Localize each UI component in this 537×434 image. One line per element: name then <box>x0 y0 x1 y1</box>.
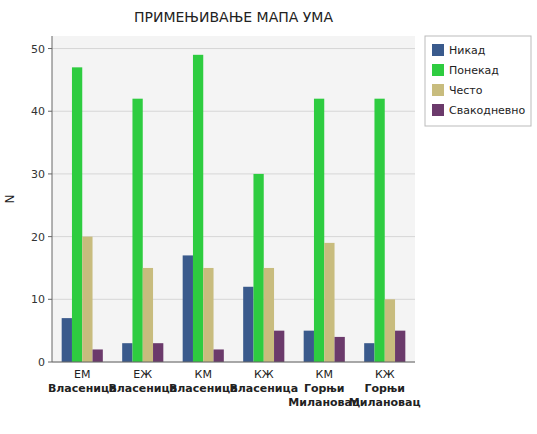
bar <box>364 343 374 362</box>
bar <box>385 299 395 362</box>
bar <box>132 99 142 362</box>
tick-label: 50 <box>31 43 45 56</box>
bar <box>153 343 163 362</box>
grid-line <box>52 362 415 363</box>
tick-label: 30 <box>31 168 45 181</box>
legend-swatch <box>432 104 444 116</box>
bar <box>314 99 324 362</box>
bar <box>264 268 274 362</box>
chart-container: ПРИМЕЊИВАЊЕ МАПА УМА01020304050NЕМВласен… <box>0 0 537 434</box>
bar <box>374 99 384 362</box>
plot-area <box>52 36 415 362</box>
category-label-line: ЕЖ <box>133 368 152 381</box>
category-label-line: ЕМ <box>74 368 90 381</box>
y-axis-line <box>52 36 53 362</box>
tick-label: 40 <box>31 105 45 118</box>
tick-mark <box>48 362 52 363</box>
bar <box>243 287 253 362</box>
tick-mark <box>48 299 52 300</box>
legend: Никад Понекад Често Свакодневно <box>425 36 531 126</box>
category-label: ЕЖВласеница <box>108 368 177 395</box>
legend-label: Понекад <box>449 64 499 77</box>
category-label-line: Горњи <box>364 382 405 395</box>
tick-mark <box>48 111 52 112</box>
grid-line <box>52 236 415 237</box>
legend-swatch <box>432 64 444 76</box>
bar <box>253 174 263 362</box>
legend-label: Свакодневно <box>449 104 526 117</box>
bar <box>122 343 132 362</box>
bar <box>274 331 284 362</box>
tick-mark <box>48 173 52 174</box>
bar <box>62 318 72 362</box>
category-label-line: Власеница <box>48 382 117 395</box>
category-label-line: КМ <box>195 368 212 381</box>
grid-line <box>52 299 415 300</box>
bar <box>395 331 405 362</box>
grid-line <box>52 173 415 174</box>
bar <box>324 243 334 362</box>
grid-line <box>52 48 415 49</box>
category-label: КМВласеница <box>169 368 238 395</box>
bar <box>72 67 82 362</box>
category-label-line: Горњи <box>304 382 345 395</box>
bar <box>183 255 193 362</box>
bar <box>335 337 345 362</box>
tick-label: 20 <box>31 231 45 244</box>
legend-swatch <box>432 84 444 96</box>
category-label-line: Власеница <box>169 382 238 395</box>
category-label-line: КЖ <box>375 368 395 381</box>
chart-svg: ПРИМЕЊИВАЊЕ МАПА УМА01020304050NЕМВласен… <box>0 0 537 434</box>
category-label-line: КЖ <box>254 368 274 381</box>
bar <box>304 331 314 362</box>
tick-mark <box>48 236 52 237</box>
bar <box>193 55 203 362</box>
tick-mark <box>48 48 52 49</box>
bar <box>93 349 103 362</box>
tick-label: 10 <box>31 293 45 306</box>
category-label-line: КМ <box>316 368 333 381</box>
legend-label: Често <box>449 84 483 97</box>
tick-label: 0 <box>38 356 45 369</box>
legend-swatch <box>432 44 444 56</box>
bar <box>214 349 224 362</box>
category-label-line: Власеница <box>229 382 298 395</box>
category-label: КЖГорњиМилановац <box>349 368 421 409</box>
y-axis-label: N <box>3 195 17 204</box>
category-label: КЖВласеница <box>229 368 298 395</box>
x-axis-line <box>52 362 415 363</box>
bar <box>143 268 153 362</box>
legend-box <box>425 36 531 126</box>
title: ПРИМЕЊИВАЊЕ МАПА УМА <box>134 9 333 25</box>
bar <box>203 268 213 362</box>
category-label-line: Милановац <box>349 396 421 409</box>
bars <box>62 55 406 362</box>
grid-line <box>52 111 415 112</box>
category-label-line: Власеница <box>108 382 177 395</box>
bar <box>82 237 92 362</box>
category-label: ЕМВласеница <box>48 368 117 395</box>
legend-label: Никад <box>449 44 486 57</box>
